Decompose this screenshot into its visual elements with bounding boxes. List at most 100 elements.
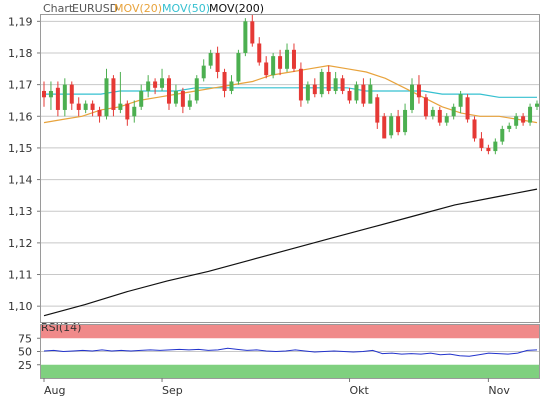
candle-body	[305, 84, 310, 101]
ma50-line	[44, 87, 537, 98]
rsi-oversold-band	[40, 364, 539, 378]
candle-body	[423, 97, 428, 117]
price-tick-label: 1,15	[8, 142, 33, 155]
candle-body	[361, 84, 366, 104]
rsi-tick-label: 25	[18, 359, 32, 372]
rsi-series	[43, 347, 538, 357]
price-tick-label: 1,19	[8, 15, 33, 28]
candle-body	[187, 100, 192, 107]
candle-body	[298, 68, 303, 101]
candle-body	[222, 71, 227, 91]
candle-body	[76, 103, 81, 110]
main-plot-frame	[40, 14, 540, 323]
candle-body	[389, 116, 394, 136]
candle-body	[97, 109, 102, 117]
candle-body	[215, 52, 220, 72]
rsi-overbought-band	[40, 325, 539, 339]
candle-body	[493, 141, 498, 152]
candle-body	[250, 21, 255, 44]
price-tick-label: 1,17	[8, 79, 33, 92]
candle-body	[83, 103, 88, 110]
rsi-label: RSI(14)	[41, 321, 81, 334]
candle-body	[291, 49, 296, 69]
time-axis: Aug Sep Okt Nov	[43, 378, 510, 397]
candle-body	[333, 78, 338, 91]
candle-body	[319, 71, 324, 95]
candle-body	[354, 84, 359, 101]
candle-body	[160, 78, 165, 88]
candle-body	[514, 116, 519, 126]
candle-body	[278, 56, 283, 69]
candle-body	[486, 147, 491, 152]
time-tick-label: Sep	[162, 384, 183, 397]
candle-body	[375, 97, 380, 123]
candle-body	[201, 65, 206, 79]
candle-body	[42, 90, 46, 98]
main-grid	[40, 20, 539, 307]
candle-body	[396, 116, 401, 133]
candles	[42, 15, 539, 155]
rsi-bands	[40, 325, 539, 378]
candle-body	[479, 138, 484, 148]
time-tick-label: Aug	[44, 384, 65, 397]
candle-body	[236, 52, 241, 82]
candle-body	[410, 84, 415, 110]
time-tick-label: Okt	[350, 384, 370, 397]
candle-body	[139, 90, 144, 107]
ma200-line	[43, 188, 538, 317]
candle-body	[403, 109, 408, 133]
candle-body	[444, 116, 449, 123]
candle-body	[229, 81, 234, 91]
candle-body	[500, 128, 505, 142]
candle-body	[153, 81, 158, 88]
candle-body	[340, 78, 345, 91]
price-tick-label: 1,14	[8, 174, 33, 187]
time-tick-label: Nov	[488, 384, 510, 397]
candle-body	[437, 109, 442, 123]
legend-ma50: MOV(50)	[162, 2, 210, 15]
chart-legend: Chart EURUSD MOV(20) MOV(50) MOV(200)	[43, 2, 264, 15]
candle-body	[535, 103, 539, 107]
candle-body	[271, 56, 276, 76]
candle-body	[55, 87, 60, 110]
candle-body	[118, 103, 123, 110]
candle-body	[451, 106, 456, 117]
candle-body	[430, 109, 435, 117]
legend-ma20: MOV(20)	[114, 2, 162, 15]
candle-body	[125, 103, 130, 120]
candle-body	[285, 49, 290, 69]
candle-body	[507, 125, 512, 129]
candle-body	[382, 116, 387, 139]
candle-body	[458, 94, 463, 107]
candle-body	[111, 78, 116, 110]
candle-body	[416, 84, 421, 98]
candle-body	[173, 90, 178, 104]
price-tick-label: 1,13	[8, 205, 33, 218]
candle-body	[368, 84, 373, 104]
rsi-tick-label: 75	[18, 332, 32, 345]
candle-body	[521, 116, 526, 123]
candle-body	[146, 81, 151, 91]
rsi-tick-label: 50	[18, 346, 32, 359]
rsi-line	[43, 347, 538, 357]
candle-body	[69, 84, 74, 104]
candle-body	[62, 84, 67, 110]
candle-body	[132, 106, 137, 117]
candle-body	[180, 90, 185, 107]
candle-body	[104, 78, 109, 117]
price-tick-label: 1,12	[8, 237, 33, 250]
price-tick-label: 1,11	[8, 269, 33, 282]
candle-body	[312, 84, 317, 95]
price-tick-label: 1,18	[8, 47, 33, 60]
candle-body	[90, 103, 95, 110]
legend-symbol: EURUSD	[72, 2, 118, 15]
price-tick-label: 1,10	[8, 300, 33, 313]
candle-body	[243, 21, 248, 53]
candle-body	[194, 78, 199, 101]
candle-body	[166, 78, 171, 104]
moving-averages	[43, 64, 538, 317]
price-axis: 1,10 1,11 1,12 1,13 1,14 1,15 1,16 1,17 1,18 1,19	[8, 15, 40, 313]
candle-body	[264, 62, 269, 76]
